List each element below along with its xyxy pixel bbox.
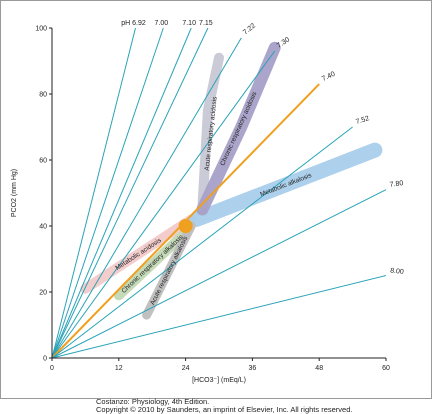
band-metabolic-acidosis bbox=[80, 214, 197, 294]
line-ph-7-15 bbox=[51, 27, 209, 359]
band-acute-respiratory-alkalosis bbox=[142, 221, 196, 320]
x-axis-label: [HCO3⁻] (mEq/L) bbox=[192, 377, 246, 384]
band-chronic-respiratory-alkalosis bbox=[113, 227, 191, 301]
line-ph-7-30 bbox=[51, 50, 276, 359]
band-label-chronic-respiratory-acidosis: Chronic respiratory acidosis bbox=[219, 90, 258, 167]
y-axis-label: PCO2 (mm Hg) bbox=[11, 169, 18, 217]
ph-label-7-15: 7.15 bbox=[199, 20, 213, 27]
x-tick-label-0: 0 bbox=[50, 365, 54, 372]
ph-label-7-80: 7.80 bbox=[389, 180, 403, 189]
band-chronic-respiratory-acidosis bbox=[196, 41, 281, 216]
x-tick-label-24: 24 bbox=[182, 365, 190, 372]
ph-label-7-52: 7.52 bbox=[355, 115, 370, 126]
line-ph-8-00 bbox=[51, 275, 387, 359]
ph-label-8-00: 8.00 bbox=[390, 268, 404, 276]
credit-line-2: Copyright © 2010 by Saunders, an imprint… bbox=[96, 405, 353, 414]
normal-point-marker bbox=[178, 219, 193, 233]
ph-label-7-40: 7.40 bbox=[321, 71, 336, 83]
ph-label-7-00: 7.00 bbox=[155, 20, 169, 27]
y-tick-label-80: 80 bbox=[39, 92, 47, 99]
ph-label-7-10: 7.10 bbox=[182, 20, 196, 27]
line-ph-ph-6-92 bbox=[51, 27, 136, 359]
y-tick-label-60: 60 bbox=[39, 158, 47, 165]
y-tick-label-20: 20 bbox=[39, 290, 47, 297]
line-ph-7-22 bbox=[51, 37, 242, 359]
y-tick-label-100: 100 bbox=[35, 26, 47, 33]
band-metabolic-alkalosis bbox=[189, 142, 383, 227]
band-acute-respiratory-acidosis bbox=[197, 52, 224, 215]
y-tick-label-40: 40 bbox=[39, 224, 47, 231]
x-tick-label-48: 48 bbox=[315, 365, 323, 372]
credit-line-1: Costanzo: Physiology, 4th Edition. bbox=[96, 397, 210, 406]
x-tick-label-36: 36 bbox=[249, 365, 257, 372]
line-ph-7-52 bbox=[51, 126, 353, 359]
x-tick-label-60: 60 bbox=[382, 365, 390, 372]
line-ph-7-80 bbox=[51, 189, 387, 359]
line-ph-7-10 bbox=[51, 27, 192, 359]
ph-label-7-30: 7.30 bbox=[276, 36, 291, 49]
ph-label-ph-6-92: pH 6.92 bbox=[121, 20, 146, 27]
x-tick-label-12: 12 bbox=[115, 365, 123, 372]
line-ph-7-00 bbox=[51, 27, 164, 359]
y-tick-label-0: 0 bbox=[43, 356, 47, 363]
ph-label-7-22: 7.22 bbox=[242, 22, 257, 36]
